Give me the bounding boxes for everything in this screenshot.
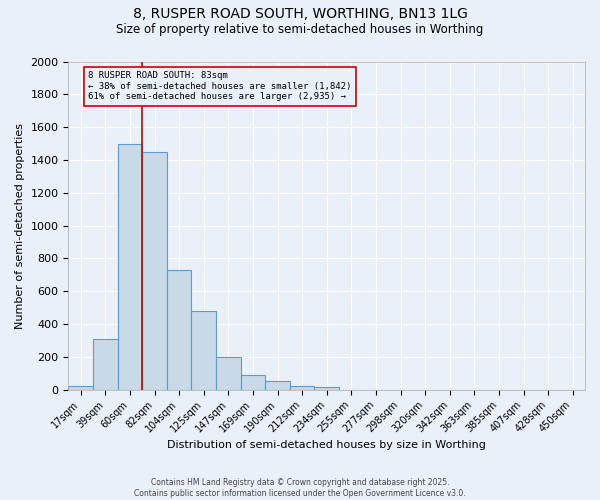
Bar (118, 144, 142, 390)
Bar (314, 388, 339, 390)
Bar (93, 339, 118, 390)
Bar (68, 386, 93, 390)
Text: 8 RUSPER ROAD SOUTH: 83sqm
← 38% of semi-detached houses are smaller (1,842)
61%: 8 RUSPER ROAD SOUTH: 83sqm ← 38% of semi… (88, 72, 352, 101)
Bar (191, 311, 216, 390)
Bar (142, 152, 167, 390)
Bar (265, 380, 290, 390)
Text: Size of property relative to semi-detached houses in Worthing: Size of property relative to semi-detach… (116, 22, 484, 36)
Bar (241, 375, 265, 390)
Bar (216, 357, 241, 390)
Y-axis label: Number of semi-detached properties: Number of semi-detached properties (15, 122, 25, 328)
Text: Contains HM Land Registry data © Crown copyright and database right 2025.
Contai: Contains HM Land Registry data © Crown c… (134, 478, 466, 498)
X-axis label: Distribution of semi-detached houses by size in Worthing: Distribution of semi-detached houses by … (167, 440, 486, 450)
Text: 8, RUSPER ROAD SOUTH, WORTHING, BN13 1LG: 8, RUSPER ROAD SOUTH, WORTHING, BN13 1LG (133, 8, 467, 22)
Bar (290, 386, 314, 390)
Bar (167, 270, 191, 390)
